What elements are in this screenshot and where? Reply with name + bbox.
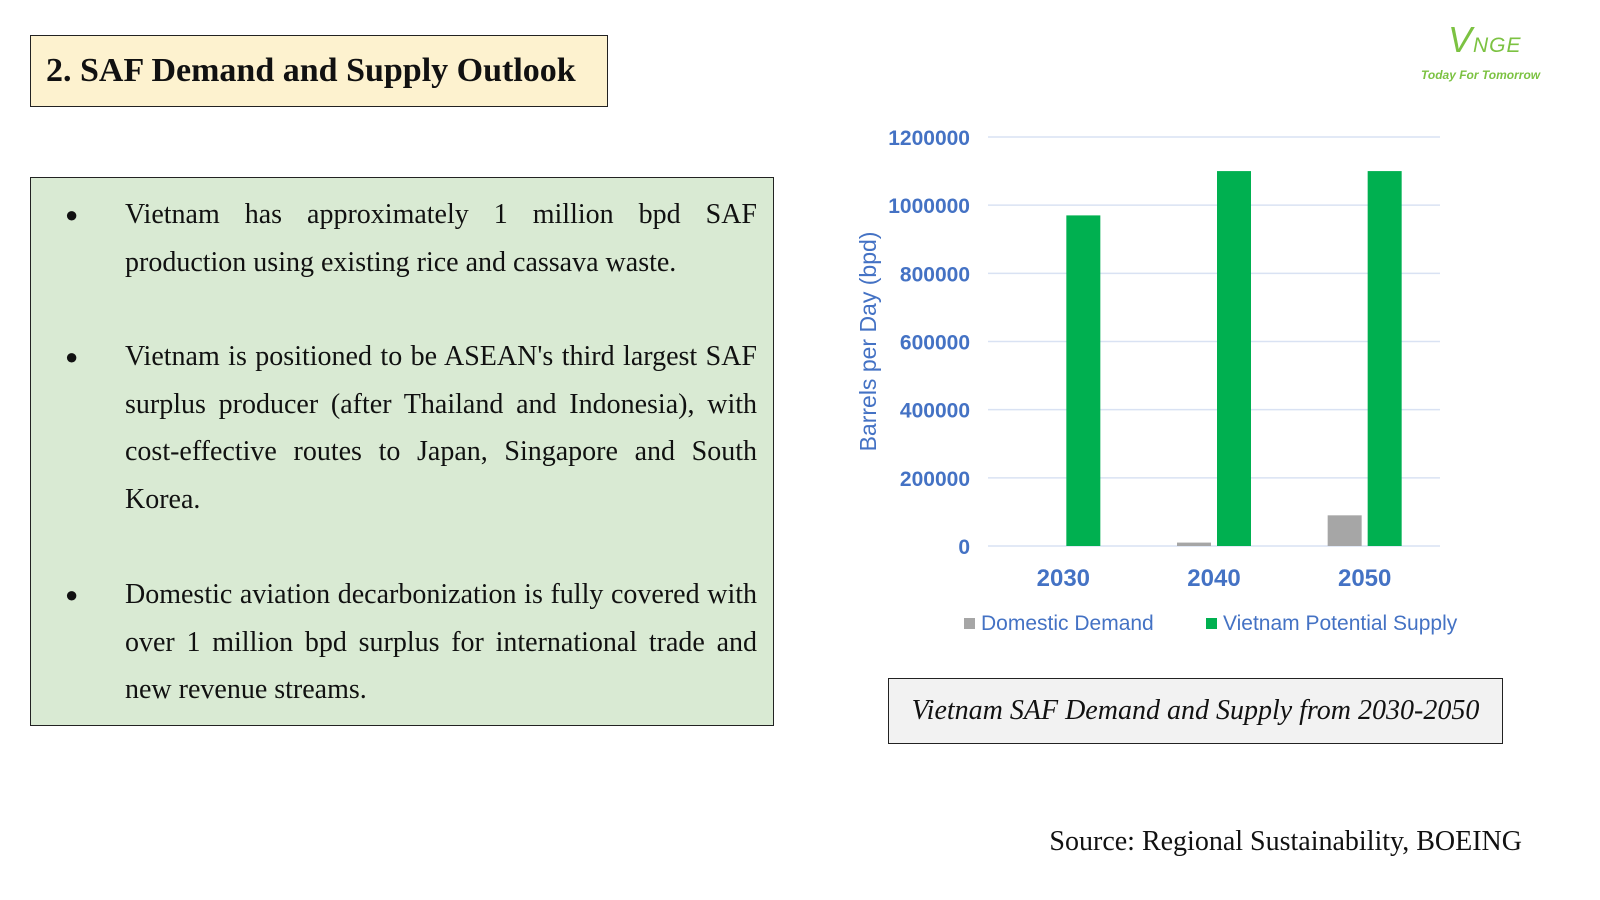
y-axis-title: Barrels per Day (bpd) — [855, 232, 881, 452]
bullet-list-box: ● Vietnam has approximately 1 million bp… — [30, 177, 774, 726]
chart-caption-box: Vietnam SAF Demand and Supply from 2030-… — [888, 678, 1503, 744]
source-note: Source: Regional Sustainability, BOEING — [1049, 826, 1522, 857]
y-tick-label: 600000 — [900, 332, 970, 355]
x-tick-label: 2040 — [1187, 565, 1240, 592]
y-tick-label: 0 — [958, 536, 970, 559]
legend-label: Vietnam Potential Supply — [1223, 612, 1458, 635]
bar-vietnam-potential-supply-2050 — [1367, 171, 1402, 547]
vnge-logo: VNGE Today For Tomorrow — [1418, 18, 1558, 88]
logo-letter-v: V — [1448, 19, 1474, 60]
x-tick-label: 2030 — [1037, 565, 1090, 592]
chart-caption: Vietnam SAF Demand and Supply from 2030-… — [911, 695, 1480, 726]
y-tick-label: 200000 — [900, 468, 970, 491]
logo-tagline: Today For Tomorrow — [1421, 68, 1541, 82]
legend-swatch — [1206, 618, 1217, 629]
y-tick-label: 800000 — [900, 263, 970, 286]
logo-wordmark: VNGE — [1448, 20, 1522, 66]
legend-swatch — [964, 618, 975, 629]
y-tick-label: 1000000 — [888, 195, 970, 218]
bullet-text: Vietnam has approximately 1 million bpd … — [125, 199, 757, 278]
x-tick-label: 2050 — [1338, 565, 1391, 592]
bullet-dot: ● — [65, 202, 79, 227]
bar-domestic-demand-2050 — [1327, 515, 1362, 546]
slide-title-box: 2. SAF Demand and Supply Outlook — [30, 35, 608, 107]
slide-title: 2. SAF Demand and Supply Outlook — [46, 52, 576, 89]
legend-label: Domestic Demand — [981, 612, 1154, 635]
y-tick-label: 1200000 — [888, 127, 970, 150]
bullet-text: Domestic aviation decarbonization is ful… — [125, 579, 757, 705]
bar-domestic-demand-2040 — [1177, 542, 1211, 546]
logo-letters-nge: NGE — [1473, 34, 1522, 57]
bullet-text: Vietnam is positioned to be ASEAN's thir… — [125, 341, 757, 515]
bullet-dot: ● — [65, 344, 79, 369]
bullet-dot: ● — [65, 582, 79, 607]
y-tick-label: 400000 — [900, 400, 970, 423]
saf-bar-chart: 0 200000 400000 600000 800000 1000000 1200000 B… — [855, 127, 1458, 635]
bar-vietnam-potential-supply-2030 — [1066, 215, 1101, 546]
bar-vietnam-potential-supply-2040 — [1217, 171, 1251, 547]
